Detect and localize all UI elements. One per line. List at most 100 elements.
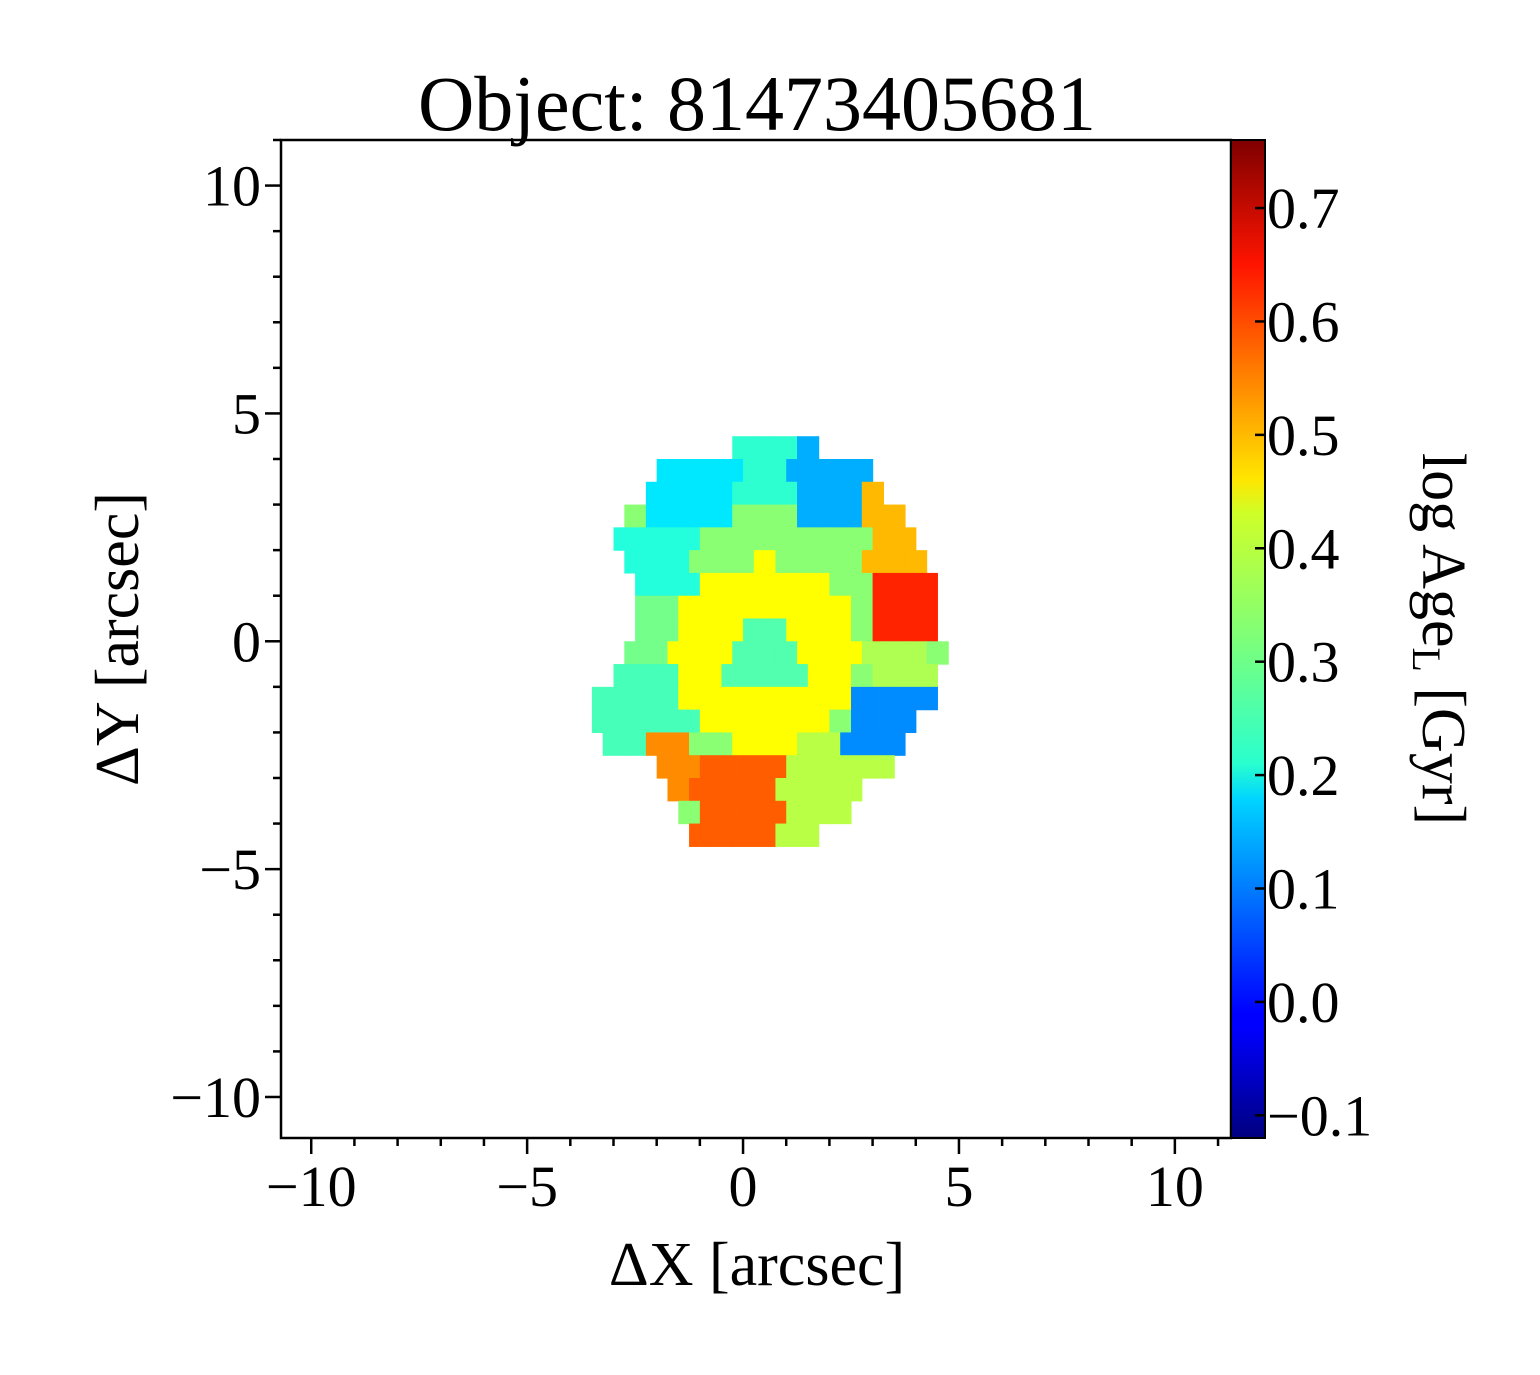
colorbar-tick-label: 0.5 [1267,403,1340,468]
map-pixel [829,800,852,825]
map-pixel [840,504,863,528]
map-pixel [894,595,917,620]
map-pixel [710,481,733,506]
y-tick-label: 10 [203,154,261,219]
map-pixel [775,777,798,802]
map-pixel [699,459,723,483]
map-pixel [721,664,744,688]
map-pixel [732,550,755,574]
map-pixel [732,504,755,528]
map-pixel [797,481,820,506]
map-pixel [851,459,874,483]
map-pixel [656,595,679,620]
map-pixel [807,664,831,688]
x-tick-label: 0 [729,1154,758,1219]
colorbar-ticks: −0.1 0.0 0.1 0.2 0.3 0.4 0.5 0.6 0.7 [1255,176,1372,1148]
map-pixel [829,572,852,597]
map-pixel [818,550,841,574]
map-pixel [624,550,647,574]
map-pixel [602,732,625,756]
map-pixel [775,436,798,460]
map-pixel [678,595,701,620]
map-pixel [829,459,852,483]
map-pixel [689,481,712,506]
map-pixel [721,755,744,779]
map-pixel [861,504,884,528]
map-pixel [894,618,917,642]
map-pixel [894,709,917,734]
map-pixel [786,572,809,597]
map-pixel [786,709,809,734]
map-pixel [656,755,679,779]
map-pixel [786,459,809,483]
map-pixel [818,641,841,665]
map-pixel [732,732,755,756]
map-pixel [613,686,636,711]
map-pixel [807,686,831,711]
map-pixel [721,595,744,620]
map-pixel [840,481,863,506]
map-pixel [732,641,755,665]
map-pixel [624,641,647,665]
map-pixel [829,664,852,688]
map-pixel [797,732,820,756]
colorbar-tick-label: 0.4 [1267,516,1340,581]
colorbar-label-unit: [Gyr] [1409,672,1477,825]
map-pixel [613,527,636,551]
map-pixel [753,481,777,506]
map-pixel [915,595,938,620]
map-pixel [710,550,733,574]
map-pixel [872,755,895,779]
map-pixel [732,436,755,460]
map-pixel [699,755,723,779]
colorbar [1230,139,1266,1139]
map-pixel [894,664,917,688]
map-pixel [721,686,744,711]
chart-title: Object: 81473405681 [418,60,1096,147]
map-pixel [753,436,777,460]
map-pixel [753,823,777,847]
map-pixel [861,732,884,756]
map-pixel [818,732,841,756]
map-pixel [743,686,766,711]
colorbar-tick-label: 0.3 [1267,630,1340,695]
map-pixel [775,641,798,665]
map-pixel [591,709,615,734]
map-pixel [807,618,831,642]
colorbar-tick-label: 0.6 [1267,289,1340,354]
map-pixel [689,504,712,528]
map-pixel [721,618,744,642]
map-pixel [656,572,679,597]
map-pixel [721,572,744,597]
map-pixel [721,709,744,734]
map-pixel [667,504,690,528]
map-pixel [613,664,636,688]
map-pixel [894,527,917,551]
map-pixel [635,618,658,642]
map-pixel [753,732,777,756]
map-pixel [872,709,895,734]
map-pixel [645,550,669,574]
colorbar-tick-label: 0.0 [1267,970,1340,1035]
map-pixel [743,800,766,825]
map-pixel [807,800,831,825]
map-pixel [689,777,712,802]
map-pixel [656,664,679,688]
map-pixel [915,664,938,688]
map-pixel [764,755,787,779]
map-pixel [699,572,723,597]
map-pixel [635,595,658,620]
map-pixel [645,504,669,528]
y-tick-label: −10 [170,1065,261,1130]
map-pixel [797,777,820,802]
map-pixel [635,686,658,711]
map-pixel [645,641,669,665]
map-pixel [786,686,809,711]
map-pixel [678,800,701,825]
colorbar-label-subscript: L [1404,647,1449,671]
map-pixel [807,527,831,551]
map-pixel [829,527,852,551]
map-pixel [872,686,895,711]
map-pixel [775,481,798,506]
map-pixel [689,550,712,574]
